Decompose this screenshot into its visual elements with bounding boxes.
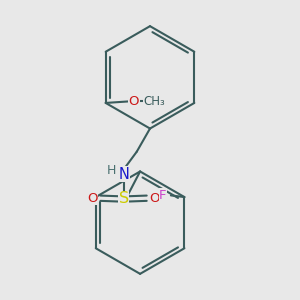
Text: CH₃: CH₃ [143, 95, 165, 108]
Text: O: O [87, 192, 98, 205]
Text: F: F [159, 189, 167, 202]
Text: O: O [128, 95, 139, 108]
Text: H: H [106, 164, 116, 177]
Text: N: N [118, 167, 129, 182]
Text: O: O [149, 192, 160, 205]
Text: S: S [118, 191, 129, 206]
